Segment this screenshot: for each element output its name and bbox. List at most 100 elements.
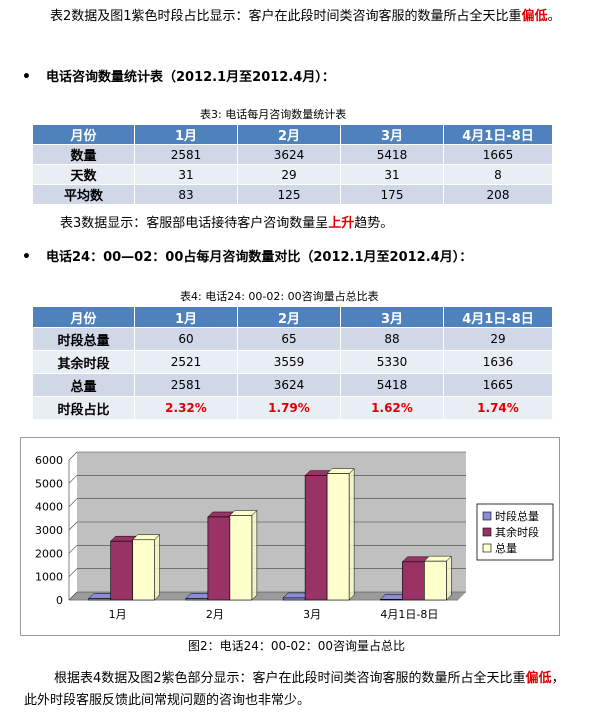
plot-area — [69, 452, 466, 600]
x-tick-label: 2月 — [206, 608, 224, 621]
bar-side — [251, 509, 258, 601]
x-tick-label: 1月 — [109, 608, 127, 621]
bar — [207, 516, 231, 601]
percent-cell: 1.79% — [237, 396, 341, 420]
column-header: 4月1日-8日 — [443, 124, 553, 145]
table-cell: 65 — [237, 327, 341, 351]
bullet-icon: • — [22, 69, 31, 85]
table-row: 时段占比 2.32% 1.79% 1.62% 1.74% — [32, 396, 553, 420]
table-cell: 8 — [443, 164, 553, 185]
outro-text: 根据表4数据及图2紫色部分显示：客户在此段时间类咨询客服的数量所占全天比重 — [54, 671, 526, 686]
table-cell: 1665 — [443, 144, 553, 165]
bar — [424, 560, 447, 601]
table-cell: 1636 — [443, 350, 553, 374]
percent-cell: 1.74% — [443, 396, 553, 420]
table-cell: 60 — [134, 327, 238, 351]
table-row: 其余时段 2521 3559 5330 1636 — [32, 350, 553, 374]
table-cell: 83 — [134, 184, 238, 205]
table-cell: 5418 — [340, 373, 444, 397]
bar — [132, 539, 155, 601]
plot-floor — [69, 592, 466, 600]
y-tick-label: 0 — [56, 594, 63, 607]
bar — [304, 475, 328, 601]
bar-top — [423, 555, 452, 562]
bar-chart: 0 1000 2000 3000 4000 5000 6000 1月 2月 3月 4月1日-8日 时段… — [20, 437, 560, 636]
row-header: 时段总量 — [32, 327, 135, 351]
section2-heading: • 电话24：00—02：00占每月咨询数量对比（2012.1月至2012.4月）… — [22, 248, 472, 267]
table-cell: 3559 — [237, 350, 341, 374]
row-header: 数量 — [32, 144, 135, 165]
intro-emphasis: 偏低 — [521, 9, 548, 24]
y-tick-label: 5000 — [35, 477, 63, 490]
table-cell: 31 — [134, 164, 238, 185]
table-row: 天数 31 29 31 8 — [32, 164, 553, 185]
table-cell: 31 — [340, 164, 444, 185]
table4-caption: 表4: 电话24: 00-02: 00咨询量占总比表 — [180, 290, 379, 303]
bar-side — [154, 534, 160, 601]
table-cell: 5418 — [340, 144, 444, 165]
table-cell: 5330 — [340, 350, 444, 374]
table-cell: 125 — [237, 184, 341, 205]
bullet-icon: • — [22, 249, 31, 265]
bar — [380, 599, 403, 601]
bar — [88, 598, 111, 601]
intro-text-end: 。 — [547, 9, 561, 24]
gridline-depth — [68, 545, 78, 554]
table3-header-row: 月份 1月 2月 3月 4月1日-8日 — [32, 124, 553, 145]
intro-paragraph: 表2数据及图1紫色时段占比显示：客户在此段时间类咨询客服的数量所占全天比重偏低。 — [24, 6, 572, 28]
chart-canvas: 0 1000 2000 3000 4000 5000 6000 1月 2月 3月 4月1日-8日 时段… — [35, 451, 554, 621]
column-header: 1月 — [134, 124, 238, 145]
section1-heading: • 电话咨询数量统计表（2012.1月至2012.4月）： — [22, 68, 335, 87]
note3-text-end: 趋势。 — [354, 216, 394, 231]
outro-text-end: ，此外时段客服反馈此间常规问题的咨询也非常少。 — [24, 671, 565, 708]
gridline-depth — [68, 568, 78, 577]
column-header: 4月1日-8日 — [443, 306, 553, 328]
row-header: 总量 — [32, 373, 135, 397]
gridline-depth — [68, 451, 78, 461]
gridline-depth — [68, 591, 78, 601]
table4: 月份 1月 2月 3月 4月1日-8日 时段总量 60 65 88 29 其余时… — [32, 306, 553, 420]
x-tick-label: 3月 — [303, 608, 321, 621]
column-header: 月份 — [32, 124, 135, 145]
table-cell: 3624 — [237, 373, 341, 397]
column-header: 2月 — [237, 124, 341, 145]
bar — [402, 561, 425, 601]
outro-emphasis: 偏低 — [525, 671, 552, 686]
y-tick-label: 2000 — [35, 547, 63, 560]
gridline-depth — [68, 475, 78, 484]
bar — [326, 473, 350, 601]
y-tick-label: 3000 — [35, 524, 63, 537]
table-cell: 1665 — [443, 373, 553, 397]
table-row: 时段总量 60 65 88 29 — [32, 327, 553, 351]
column-header: 3月 — [340, 306, 444, 328]
outro-paragraph: 根据表4数据及图2紫色部分显示：客户在此段时间类咨询客服的数量所占全天比重偏低，… — [24, 668, 572, 712]
table-cell: 88 — [340, 327, 444, 351]
table-row: 数量 2581 3624 5418 1665 — [32, 144, 553, 165]
legend-label: 其余时段 — [495, 525, 539, 539]
y-tick-label: 4000 — [35, 501, 63, 514]
legend-label: 总量 — [495, 541, 517, 555]
bar — [229, 515, 253, 601]
bar — [110, 540, 133, 601]
table-cell: 2521 — [134, 350, 238, 374]
column-header: 2月 — [237, 306, 341, 328]
table3: 月份 1月 2月 3月 4月1日-8日 数量 2581 3624 5418 16… — [32, 124, 553, 205]
bar-top — [229, 510, 258, 516]
legend-label: 时段总量 — [495, 509, 539, 523]
table-cell: 2581 — [134, 144, 238, 165]
column-header: 3月 — [340, 124, 444, 145]
note3-emphasis: 上升 — [328, 216, 355, 231]
legend-swatch — [482, 511, 492, 521]
row-header: 天数 — [32, 164, 135, 185]
bar-side — [446, 555, 452, 601]
legend-swatch — [482, 543, 492, 553]
gridline-depth — [68, 521, 78, 531]
intro-text: 表2数据及图1紫色时段占比显示：客户在此段时间类咨询客服的数量所占全天比重 — [50, 9, 522, 24]
chart-caption: 图2：电话24：00-02：00咨询量占总比 — [188, 639, 406, 653]
percent-cell: 2.32% — [134, 396, 238, 420]
section2-title: 电话24：00—02：00占每月咨询数量对比（2012.1月至2012.4月）： — [46, 250, 473, 265]
column-header: 1月 — [134, 306, 238, 328]
section1-title: 电话咨询数量统计表（2012.1月至2012.4月）： — [46, 70, 335, 85]
bar — [282, 597, 306, 601]
table3-caption: 表3: 电话每月咨询数量统计表 — [200, 108, 347, 121]
